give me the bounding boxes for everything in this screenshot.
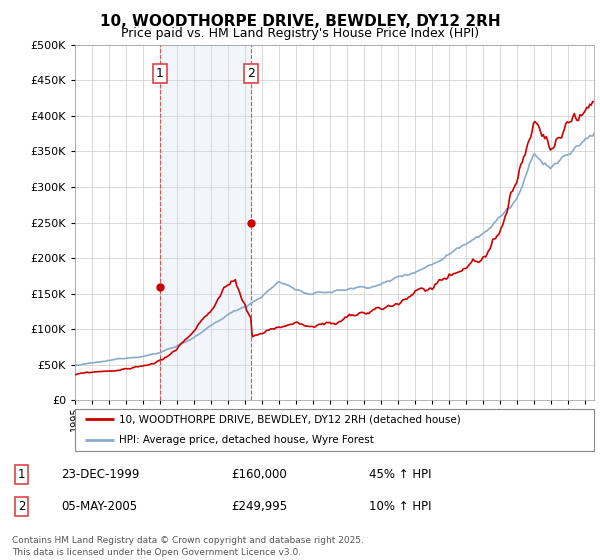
Text: 23-DEC-1999: 23-DEC-1999 bbox=[61, 468, 139, 481]
FancyBboxPatch shape bbox=[75, 409, 594, 451]
Text: Price paid vs. HM Land Registry's House Price Index (HPI): Price paid vs. HM Land Registry's House … bbox=[121, 27, 479, 40]
Text: HPI: Average price, detached house, Wyre Forest: HPI: Average price, detached house, Wyre… bbox=[119, 435, 374, 445]
Text: 10, WOODTHORPE DRIVE, BEWDLEY, DY12 2RH (detached house): 10, WOODTHORPE DRIVE, BEWDLEY, DY12 2RH … bbox=[119, 414, 461, 424]
Text: 10% ↑ HPI: 10% ↑ HPI bbox=[369, 500, 431, 514]
Text: 1: 1 bbox=[18, 468, 25, 481]
Text: 05-MAY-2005: 05-MAY-2005 bbox=[61, 500, 137, 514]
Text: £160,000: £160,000 bbox=[231, 468, 287, 481]
Text: 45% ↑ HPI: 45% ↑ HPI bbox=[369, 468, 431, 481]
Text: 2: 2 bbox=[18, 500, 25, 514]
Text: Contains HM Land Registry data © Crown copyright and database right 2025.
This d: Contains HM Land Registry data © Crown c… bbox=[12, 536, 364, 557]
Text: £249,995: £249,995 bbox=[231, 500, 287, 514]
Bar bbox=[160, 45, 251, 400]
Text: 1: 1 bbox=[156, 67, 164, 80]
Text: 2: 2 bbox=[247, 67, 255, 80]
Text: 10, WOODTHORPE DRIVE, BEWDLEY, DY12 2RH: 10, WOODTHORPE DRIVE, BEWDLEY, DY12 2RH bbox=[100, 14, 500, 29]
